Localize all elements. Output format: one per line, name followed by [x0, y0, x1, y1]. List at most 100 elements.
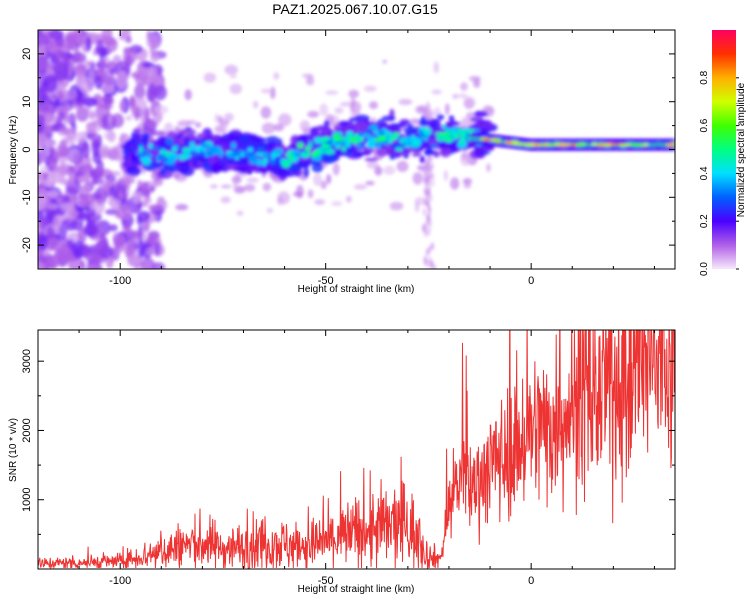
spectrogram-cell: [82, 243, 89, 259]
spectrogram-cell: [138, 66, 149, 78]
spectrogram-cell: [389, 155, 396, 160]
spectrogram-cell: [464, 98, 474, 110]
spectrogram-cell: [195, 122, 202, 128]
spectrogram-cell: [38, 55, 49, 73]
spectrogram-cell: [403, 136, 411, 143]
spectrogram-cell: [430, 143, 439, 147]
spectrogram-cell: [629, 143, 643, 147]
spectrogram-cell: [46, 255, 59, 269]
spectrogram-cell: [74, 131, 85, 143]
spectrogram-cell: [97, 59, 107, 72]
spectrogram-cell: [67, 136, 76, 147]
spectrogram-cell: [194, 153, 198, 157]
spectrogram-cell: [203, 72, 217, 83]
spectrogram-cell: [94, 165, 104, 176]
spectrogram-cell: [71, 52, 87, 63]
spectrogram-cell: [440, 132, 452, 137]
spectrogram-cell: [260, 106, 272, 119]
spectrogram-cell: [62, 72, 69, 80]
spectrogram-cell: [149, 42, 157, 57]
spectrogram-xtick-label: 0: [528, 275, 534, 287]
spectrogram-cell: [366, 142, 377, 149]
spectrogram-cell: [46, 190, 60, 198]
spectrogram-cell: [109, 224, 118, 232]
spectrogram-cell: [79, 184, 90, 195]
spectrogram-cell: [220, 184, 232, 189]
spectrogram-cell: [306, 76, 315, 86]
spectrogram-cell: [180, 128, 197, 136]
spectrogram-cell: [49, 162, 59, 167]
spectrogram-cell: [85, 171, 90, 186]
colorbar-tick-label: 0.0: [699, 262, 710, 276]
spectrogram-cell: [102, 74, 116, 85]
spectrogram-cell: [422, 208, 426, 216]
spectrogram-cell: [281, 162, 291, 168]
spectrogram-cell: [82, 141, 90, 159]
spectrogram-cell: [353, 134, 360, 139]
spectrogram-cell: [208, 146, 219, 153]
spectrogram-cell: [153, 84, 167, 101]
spectrogram-cell: [57, 224, 68, 240]
snr-ticks: -100 -50 0 1000 2000 3000: [21, 330, 675, 587]
spectrogram-cell: [107, 130, 116, 143]
spectrogram-cell: [311, 142, 316, 149]
spectrogram-cell: [368, 101, 379, 110]
spectrogram-cell: [422, 128, 432, 136]
spectrogram-cell: [458, 139, 467, 144]
spectrogram-cell: [88, 110, 96, 120]
spectrogram-cell: [287, 164, 302, 172]
spectrogram-cell: [462, 178, 472, 185]
spectrogram-cell: [227, 160, 236, 165]
spectrogram-cell: [453, 132, 460, 138]
spectrogram-cell: [504, 141, 513, 144]
spectrogram-cell: [389, 201, 404, 211]
snr-xlabel: Height of straight line (km): [298, 584, 415, 595]
spectrogram-cell: [266, 136, 279, 143]
spectrogram-cell: [366, 161, 379, 169]
spectrogram-cell: [460, 153, 471, 166]
spectrogram-cell: [277, 196, 284, 206]
snr-panel: -100 -50 0 1000 2000 3000 Height of straight …: [8, 329, 676, 595]
spectrogram-cell: [38, 262, 46, 269]
spectrogram-cell: [175, 203, 189, 211]
spectrogram-cell: [443, 169, 448, 182]
spectrogram-cell: [142, 150, 147, 158]
spectrogram-cell: [445, 128, 453, 132]
snr-ytick-label: 3000: [21, 349, 33, 373]
spectrogram-cell: [119, 100, 126, 113]
spectrogram-cell: [218, 124, 228, 134]
spectrogram-cell: [63, 108, 69, 125]
spectrogram-cell: [409, 118, 421, 124]
spectrogram-cell: [430, 162, 434, 171]
spectrogram-cell: [313, 149, 322, 157]
spectrogram-cell: [179, 153, 183, 160]
spectrogram-cell: [411, 143, 421, 147]
spectrogram-cell: [42, 74, 58, 93]
spectrogram-cell: [278, 113, 292, 127]
spectrogram-cell: [436, 114, 445, 121]
spectrogram-cell: [241, 140, 258, 152]
spectrogram-cell: [324, 148, 335, 155]
spectrogram-cell: [57, 89, 64, 100]
spectrogram-cell: [105, 208, 119, 215]
spectrogram-cell: [52, 64, 66, 72]
spectrogram-cell: [125, 165, 142, 176]
spectrogram-cell: [423, 257, 427, 266]
spectrogram-cell: [425, 104, 429, 113]
spectrogram-cell: [109, 199, 121, 206]
spectrogram-cell: [314, 199, 326, 206]
spectrogram-cell: [142, 219, 150, 233]
spectrogram-cell: [96, 39, 104, 54]
spectrogram-cell: [345, 195, 352, 203]
spectrogram-cell: [482, 129, 489, 135]
spectrogram-cell: [473, 146, 485, 158]
spectrogram-cell: [431, 172, 435, 180]
spectrogram-cell: [315, 125, 331, 132]
spectrogram-cell: [262, 182, 272, 192]
spectrogram-cell: [305, 146, 311, 152]
spectrogram-cell: [333, 135, 339, 142]
spectrogram-cell: [450, 177, 460, 190]
colorbar-ticks: 0.0 0.2 0.4 0.6 0.8: [699, 70, 739, 276]
spectrogram-cell: [229, 74, 237, 79]
